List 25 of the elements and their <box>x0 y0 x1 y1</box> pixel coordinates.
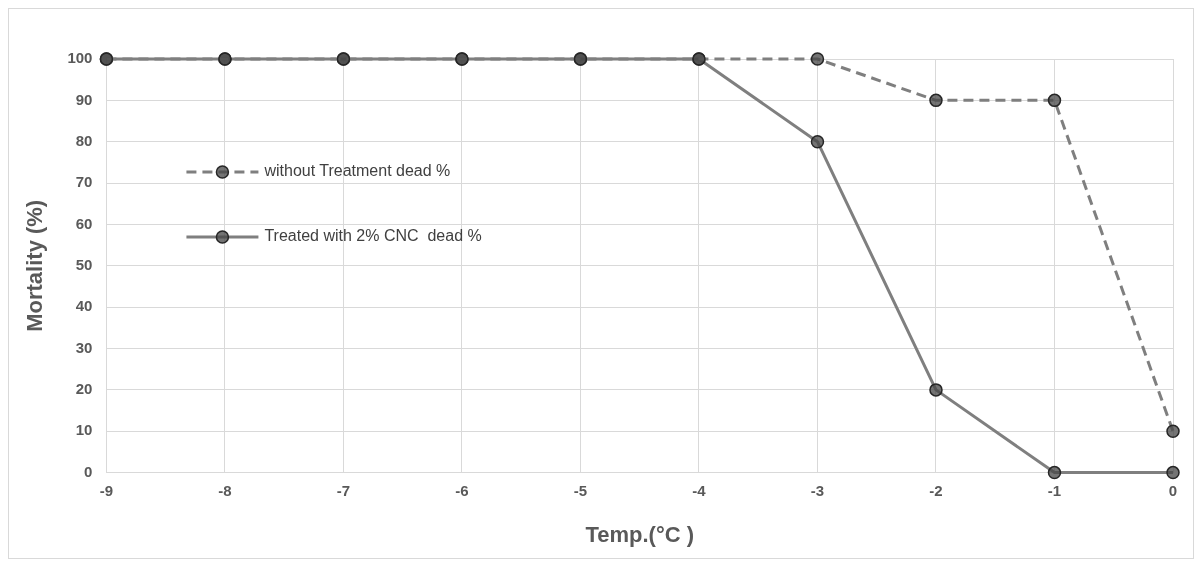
legend-label: Treated with 2% CNC dead % <box>264 227 482 245</box>
y-tick-label: 30 <box>75 338 93 356</box>
y-tick-label: 90 <box>75 90 93 108</box>
y-tick-label: 60 <box>75 214 93 232</box>
x-tick-label: 0 <box>1168 481 1178 499</box>
y-tick-label: 20 <box>75 380 93 398</box>
x-tick-label: -2 <box>929 481 943 499</box>
x-axis-title: Temp.(°C ) <box>585 521 695 547</box>
x-tick-label: -4 <box>692 481 707 499</box>
y-tick-label: 80 <box>75 131 93 149</box>
x-tick-label: -6 <box>455 481 469 499</box>
x-tick-label: -7 <box>336 481 351 499</box>
x-tick-label: -9 <box>99 481 114 499</box>
x-tick-label: -1 <box>1047 481 1062 499</box>
y-tick-label: 40 <box>75 297 93 315</box>
x-tick-label: -8 <box>218 481 232 499</box>
y-tick-label: 70 <box>75 173 93 191</box>
y-tick-label: 10 <box>75 421 93 439</box>
y-tick-label: 0 <box>84 462 93 480</box>
y-tick-label: 100 <box>67 49 93 67</box>
legend-label: without Treatment dead % <box>263 162 451 180</box>
x-tick-label: -3 <box>810 481 825 499</box>
y-axis-title: Mortality (%) <box>22 199 48 332</box>
x-tick-label: -5 <box>573 481 588 499</box>
y-tick-label: 50 <box>75 255 93 273</box>
